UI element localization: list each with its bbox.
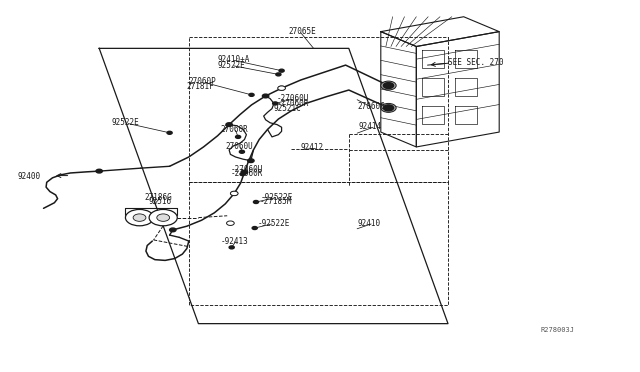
Circle shape: [236, 135, 241, 138]
Circle shape: [230, 191, 238, 196]
Circle shape: [239, 150, 244, 153]
Circle shape: [278, 86, 285, 90]
Circle shape: [149, 209, 177, 226]
Circle shape: [273, 102, 278, 105]
Circle shape: [248, 159, 254, 163]
Text: -92522E: -92522E: [258, 219, 291, 228]
Circle shape: [253, 201, 259, 203]
Text: 92521C: 92521C: [273, 105, 301, 113]
Circle shape: [279, 69, 284, 72]
Text: 27065E: 27065E: [288, 27, 316, 36]
Text: 92410: 92410: [357, 219, 380, 228]
Circle shape: [170, 228, 176, 232]
Circle shape: [240, 173, 245, 176]
Circle shape: [262, 94, 269, 98]
Text: -27060R: -27060R: [230, 169, 263, 178]
Text: -27060U: -27060U: [277, 94, 310, 103]
Circle shape: [383, 105, 394, 111]
Circle shape: [276, 73, 281, 76]
Circle shape: [252, 227, 257, 230]
Text: 27060U: 27060U: [226, 142, 253, 151]
Text: 92522E: 92522E: [112, 118, 140, 127]
Circle shape: [241, 170, 248, 174]
Circle shape: [157, 214, 170, 221]
Text: 27060R: 27060R: [221, 125, 248, 134]
Circle shape: [229, 246, 234, 249]
Text: -92522E: -92522E: [260, 193, 293, 202]
Circle shape: [133, 214, 146, 221]
Circle shape: [385, 106, 392, 110]
Text: -27060R: -27060R: [277, 99, 310, 108]
Text: 27060G: 27060G: [357, 102, 385, 110]
Text: 92516: 92516: [148, 198, 172, 206]
Circle shape: [385, 84, 392, 87]
Circle shape: [167, 131, 172, 134]
Circle shape: [278, 86, 285, 90]
Text: 92522E: 92522E: [218, 61, 245, 70]
Circle shape: [226, 123, 232, 126]
Text: 92400: 92400: [18, 172, 41, 181]
Text: 27186G: 27186G: [144, 193, 172, 202]
Circle shape: [381, 103, 396, 112]
Circle shape: [96, 169, 102, 173]
Text: 92414: 92414: [358, 122, 381, 131]
Text: 27181F: 27181F: [187, 82, 214, 91]
Text: -92413: -92413: [221, 237, 248, 246]
Circle shape: [125, 209, 154, 226]
Circle shape: [383, 83, 394, 89]
Text: 92412: 92412: [301, 143, 324, 152]
Circle shape: [231, 192, 237, 195]
Text: -27060U: -27060U: [230, 165, 263, 174]
Circle shape: [381, 81, 396, 90]
Text: -27185M: -27185M: [259, 198, 292, 206]
Text: SEE SEC. 270: SEE SEC. 270: [448, 58, 504, 67]
Text: 92410+A: 92410+A: [218, 55, 250, 64]
Text: 27060P: 27060P: [189, 77, 216, 86]
Circle shape: [227, 221, 234, 225]
Text: R278003J: R278003J: [541, 327, 575, 333]
Circle shape: [249, 93, 254, 96]
